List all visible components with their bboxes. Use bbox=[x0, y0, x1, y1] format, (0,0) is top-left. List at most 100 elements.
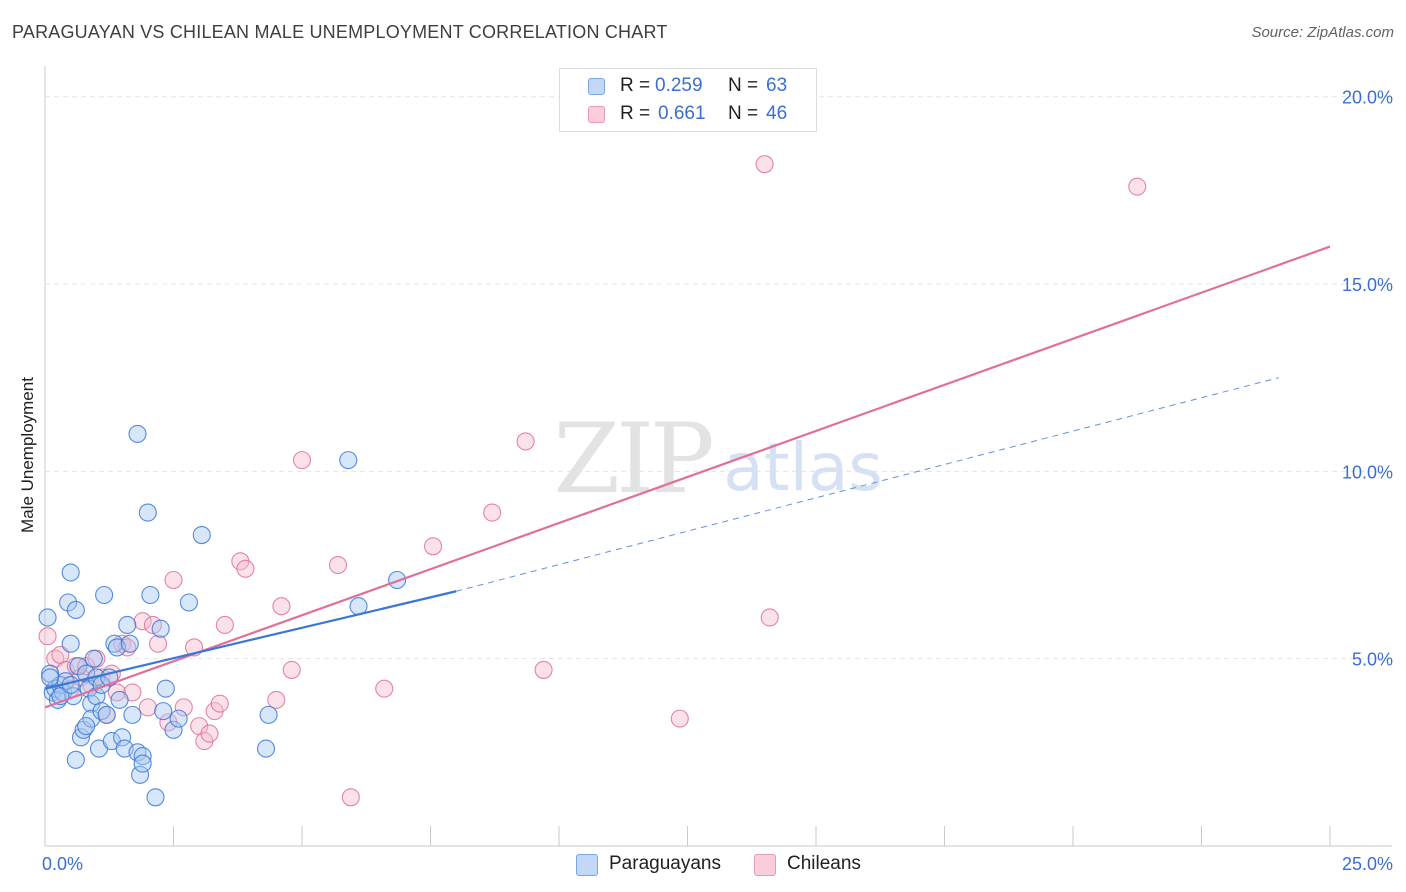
paraguayan-point bbox=[256, 739, 276, 758]
chilean-point bbox=[375, 679, 394, 698]
paraguayan-point bbox=[192, 526, 211, 545]
paraguayan-point bbox=[97, 705, 116, 724]
paraguayan-point bbox=[133, 747, 152, 766]
paraguayan-point bbox=[59, 593, 78, 612]
paraguayan-point bbox=[118, 615, 137, 635]
chilean-point bbox=[267, 690, 286, 709]
blue-swatch-icon bbox=[576, 854, 598, 876]
chilean-point bbox=[77, 657, 96, 676]
chilean-point bbox=[670, 709, 689, 728]
paraguayan-point bbox=[339, 451, 358, 470]
paraguayan-point bbox=[164, 720, 183, 739]
chilean-point bbox=[210, 694, 229, 713]
chilean-point bbox=[516, 432, 535, 451]
chileans-trend-line bbox=[44, 245, 1331, 709]
chilean-point bbox=[755, 155, 774, 174]
series-legend: Paraguayans Chileans bbox=[0, 850, 1406, 878]
r-label: R = bbox=[620, 75, 651, 96]
paraguayans-trend-line bbox=[44, 590, 457, 690]
legend-row-chileans: R = 0.661 N = 46 bbox=[560, 100, 816, 128]
paraguayan-point bbox=[84, 649, 103, 668]
paraguayan-point bbox=[120, 634, 139, 653]
n-value: 63 bbox=[766, 75, 788, 96]
chilean-point bbox=[138, 698, 157, 717]
y-axis-label: Male Unemployment bbox=[18, 377, 37, 533]
paraguayan-point bbox=[169, 709, 188, 728]
watermark-atlas: atlas bbox=[723, 429, 883, 506]
chilean-point bbox=[107, 683, 127, 702]
chilean-point bbox=[149, 634, 168, 653]
chilean-point bbox=[282, 660, 301, 679]
paraguayan-point bbox=[61, 634, 80, 653]
chilean-point bbox=[760, 608, 779, 627]
paraguayan-point bbox=[179, 593, 198, 612]
n-value: 46 bbox=[766, 103, 788, 124]
paraguayan-point bbox=[259, 705, 278, 724]
legend-label: Chileans bbox=[787, 853, 861, 874]
paraguayans-trend-extension bbox=[456, 377, 1279, 592]
paraguayan-point bbox=[131, 765, 150, 784]
pink-swatch-icon bbox=[754, 854, 776, 876]
paraguayan-point bbox=[110, 690, 129, 709]
n-label: N = bbox=[728, 103, 759, 124]
paraguayan-point bbox=[69, 657, 88, 676]
x-tick-label: 25.0% bbox=[1342, 854, 1393, 874]
y-tick-label: 20.0% bbox=[1342, 88, 1393, 108]
paraguayan-point bbox=[61, 563, 80, 582]
paraguayan-point bbox=[133, 754, 152, 773]
chilean-point bbox=[1128, 177, 1147, 196]
r-label: R = bbox=[620, 103, 651, 124]
blue-swatch-icon bbox=[588, 78, 605, 95]
legend-row-paraguayans: R = 0.259 N = 63 bbox=[560, 72, 816, 100]
chilean-point bbox=[174, 698, 193, 717]
chilean-point bbox=[200, 724, 219, 743]
y-tick-label: 15.0% bbox=[1342, 275, 1393, 295]
chilean-point bbox=[38, 627, 57, 646]
paraguayan-point bbox=[151, 619, 170, 638]
axes bbox=[44, 66, 1392, 847]
r-value: 0.259 bbox=[655, 75, 703, 96]
tick-labels: 5.0% 10.0% 15.0% 20.0% 0.0% 25.0% bbox=[42, 88, 1393, 874]
chilean-point bbox=[424, 537, 443, 556]
n-label: N = bbox=[728, 75, 759, 96]
trend-lines bbox=[44, 245, 1331, 709]
chilean-point bbox=[272, 597, 291, 616]
paraguayan-point bbox=[66, 600, 85, 620]
data-points bbox=[38, 155, 1147, 807]
chilean-point bbox=[164, 570, 183, 590]
chilean-point bbox=[236, 559, 255, 578]
y-tick-label: 10.0% bbox=[1342, 462, 1393, 482]
chilean-point bbox=[483, 503, 502, 522]
paraguayan-point bbox=[41, 668, 60, 687]
correlation-legend: R = 0.259 N = 63 R = 0.661 N = 46 bbox=[559, 68, 817, 132]
paraguayan-point bbox=[146, 788, 165, 807]
watermark-zip: ZIP bbox=[553, 403, 712, 515]
watermark: ZIP atlas bbox=[553, 403, 882, 515]
r-value: 0.661 bbox=[658, 103, 706, 124]
paraguayan-point bbox=[128, 424, 147, 443]
chilean-point bbox=[341, 788, 360, 807]
paraguayan-point bbox=[38, 608, 57, 627]
chilean-point bbox=[133, 612, 152, 631]
y-tick-label: 5.0% bbox=[1352, 650, 1393, 670]
chart-title: PARAGUAYAN VS CHILEAN MALE UNEMPLOYMENT … bbox=[12, 22, 668, 42]
chilean-point bbox=[215, 615, 234, 635]
paraguayan-point bbox=[71, 728, 91, 747]
chilean-point bbox=[534, 660, 553, 679]
paraguayan-point bbox=[156, 679, 175, 698]
paraguayan-point bbox=[113, 728, 132, 747]
paraguayan-point bbox=[95, 585, 114, 605]
paraguayan-point bbox=[123, 705, 142, 724]
x-tick-label: 0.0% bbox=[42, 854, 83, 874]
pink-swatch-icon bbox=[588, 106, 605, 123]
paraguayan-point bbox=[66, 750, 85, 769]
chilean-point bbox=[328, 555, 348, 575]
paraguayan-point bbox=[77, 717, 96, 736]
paraguayan-point bbox=[154, 702, 173, 721]
paraguayan-point bbox=[138, 503, 157, 522]
chilean-point bbox=[292, 451, 312, 470]
legend-label: Paraguayans bbox=[609, 853, 721, 874]
paraguayan-point bbox=[141, 585, 160, 605]
source-credit: Source: ZipAtlas.com bbox=[1251, 24, 1394, 41]
